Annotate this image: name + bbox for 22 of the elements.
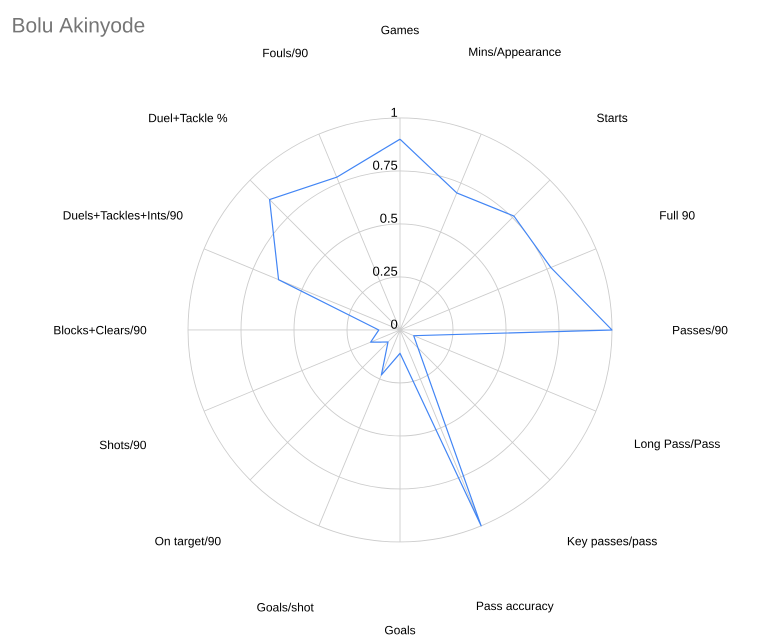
spoke-label: On target/90 bbox=[155, 536, 221, 548]
y-tick-label: 0.75 bbox=[373, 160, 398, 170]
spoke-label: Long Pass/Pass bbox=[634, 439, 720, 450]
y-tick-label: 0 bbox=[391, 320, 398, 329]
spoke-label: Passes/90 bbox=[673, 326, 728, 334]
spoke-label: Blocks+Clears/90 bbox=[54, 326, 146, 334]
spoke-label: Goals bbox=[384, 626, 416, 634]
spoke-label: Duel+Tackle % bbox=[149, 113, 228, 122]
spoke-label: Key passes/pass bbox=[568, 536, 657, 548]
spoke-label: Fouls/90 bbox=[263, 48, 308, 58]
y-tick-label: 0.5 bbox=[380, 214, 398, 223]
y-tick-label: 1 bbox=[392, 108, 398, 117]
spoke-label: Duels+Tackles+Ints/90 bbox=[64, 210, 183, 220]
spoke-label: Goals/shot bbox=[257, 602, 314, 612]
chart-title: Bolu Akinyode bbox=[13, 17, 144, 37]
spoke-label: Mins/Appearance bbox=[469, 47, 561, 58]
spoke-label: Games bbox=[381, 26, 419, 34]
y-tick-label: 0.25 bbox=[373, 266, 398, 276]
spoke-label: Starts bbox=[597, 114, 628, 122]
spoke-label: Shots/90 bbox=[100, 440, 146, 450]
spoke-label: Full 90 bbox=[660, 210, 695, 220]
spoke-label: Pass accuracy bbox=[476, 602, 554, 612]
